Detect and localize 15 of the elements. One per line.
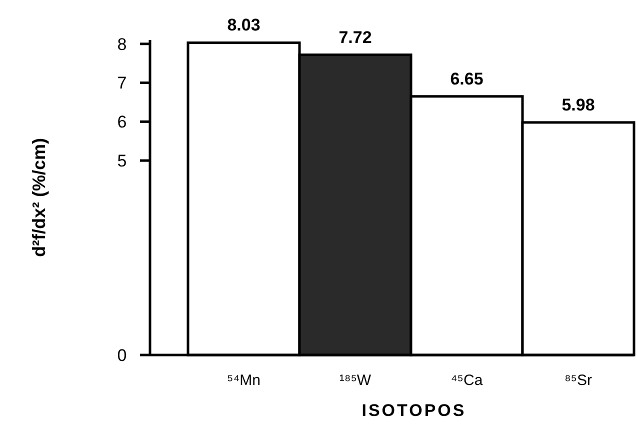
- x-tick-label: ¹⁸⁵W: [339, 372, 372, 389]
- x-tick-label: ⁸⁵Sr: [564, 372, 592, 389]
- y-tick-label: 5: [117, 152, 127, 171]
- data-label: 6.65: [450, 69, 484, 88]
- data-label: 7.72: [338, 28, 372, 47]
- x-tick-label: ⁴⁵Ca: [450, 372, 484, 389]
- data-label: 5.98: [562, 95, 595, 114]
- y-tick-label: 7: [117, 74, 127, 93]
- x-tick-label: ⁵⁴Mn: [226, 372, 261, 389]
- x-axis-title: ISOTOPOS: [362, 401, 466, 420]
- y-tick-label: 6: [117, 112, 127, 132]
- data-label: 8.03: [227, 16, 260, 35]
- y-tick-label: 8: [117, 34, 127, 54]
- y-axis-title: d²f/dx² (%/cm): [29, 138, 49, 257]
- y-tick-label: 0: [117, 346, 127, 365]
